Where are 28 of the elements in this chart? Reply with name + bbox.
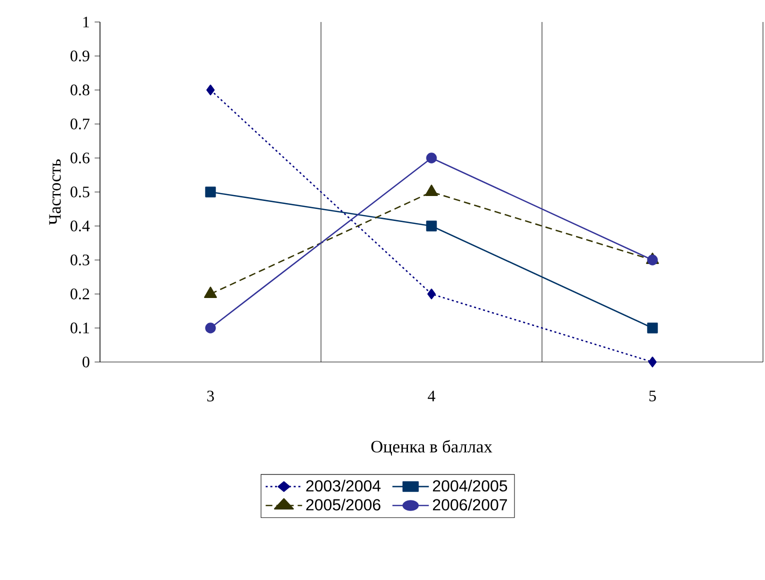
point	[205, 186, 216, 198]
x-tick-label: 3	[207, 390, 214, 402]
legend-label: 2006/2007	[432, 498, 507, 510]
point	[648, 356, 657, 368]
y-tick-label: 0.6	[70, 152, 90, 164]
point	[427, 288, 436, 300]
y-tick-label: 0.8	[70, 84, 90, 96]
legend-label: 2004/2005	[432, 480, 508, 492]
x-axis-title: Оценка в баллах	[371, 440, 492, 456]
y-tick-label: 0.5	[70, 186, 90, 198]
x-tick-label: 5	[649, 390, 656, 402]
y-tick-label: 1	[83, 16, 90, 28]
point	[206, 84, 215, 96]
legend-label: 2003/2004	[306, 480, 381, 492]
y-tick-label: 0.1	[70, 322, 90, 334]
point	[647, 322, 658, 334]
point	[426, 220, 437, 232]
y-axis-title: Частость	[49, 159, 61, 225]
y-tick-label: 0.2	[70, 288, 90, 300]
y-tick-label: 0.3	[70, 254, 90, 266]
point	[426, 152, 437, 164]
legend-label: 2005/2006	[306, 498, 380, 510]
y-tick-label: 0.4	[70, 220, 90, 232]
x-tick-label: 4	[428, 390, 436, 402]
y-tick-label: 0.7	[70, 118, 90, 130]
point	[205, 322, 216, 334]
y-tick-label: 0.9	[70, 50, 90, 62]
y-tick-label: 0	[82, 356, 90, 368]
